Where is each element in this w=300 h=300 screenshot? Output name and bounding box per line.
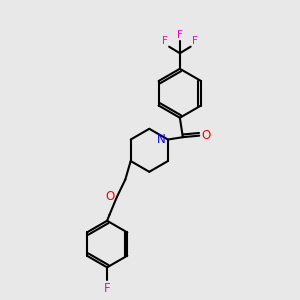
Text: O: O (201, 129, 211, 142)
Text: F: F (104, 282, 110, 295)
Text: F: F (177, 30, 183, 40)
Text: F: F (192, 36, 198, 46)
Text: F: F (162, 36, 168, 46)
Text: O: O (106, 190, 115, 203)
Text: N: N (158, 133, 166, 146)
